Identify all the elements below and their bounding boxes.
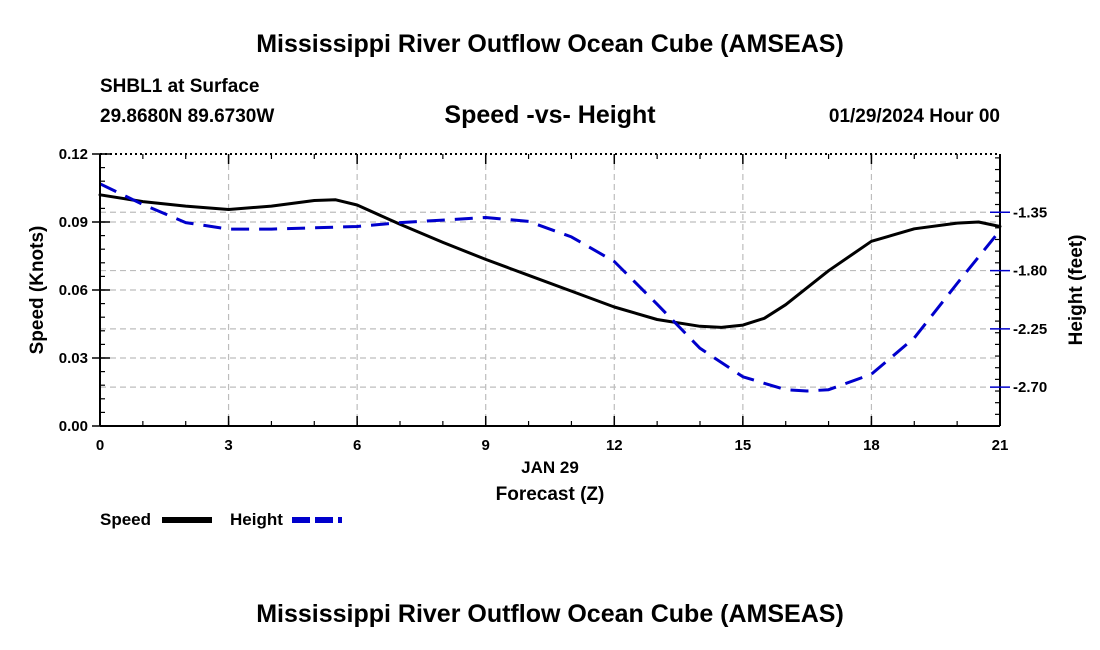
y-tick-label: 0.09 <box>59 214 88 231</box>
y-tick-label: 0.12 <box>59 146 88 163</box>
grid <box>100 154 1000 426</box>
x-tick-label: 3 <box>224 437 232 454</box>
y-axis-label: Speed (Knots) <box>27 226 48 355</box>
x-tick-label: 12 <box>606 437 623 454</box>
forecast-datetime: 01/29/2024 Hour 00 <box>828 106 1000 127</box>
legend: Speed Height <box>100 510 342 529</box>
x-axis-date-label: JAN 29 <box>521 458 579 477</box>
x-tick-label: 6 <box>353 437 361 454</box>
x-tick-label: 21 <box>992 437 1009 454</box>
y2-tick-label: -1.80 <box>1013 263 1047 280</box>
legend-label-height: Height <box>230 510 283 529</box>
x-tick-label: 15 <box>735 437 752 454</box>
y2-tick-label: -1.35 <box>1013 204 1047 221</box>
series-line-speed <box>98 193 1002 329</box>
station-coordinates: 29.8680N 89.6730W <box>100 106 275 127</box>
series-line-height <box>99 182 1002 393</box>
station-label: SHBL1 at Surface <box>100 76 260 97</box>
axes: 0 3 6 9 12 15 18 21 0.00 0.03 0.06 0.09 0.12 -1.35 -1.… <box>59 146 1047 454</box>
axis-labels: JAN 29 Forecast (Z) Speed (Knots) Height… <box>27 226 1087 505</box>
y2-tick-label: -2.70 <box>1013 379 1047 396</box>
x-axis-label: Forecast (Z) <box>496 484 605 505</box>
x-tick-label: 9 <box>482 437 490 454</box>
y-tick-label: 0.03 <box>59 350 88 367</box>
main-title: Mississippi River Outflow Ocean Cube (AM… <box>256 30 844 58</box>
y2-tick-label: -2.25 <box>1013 321 1047 338</box>
legend-label-speed: Speed <box>100 510 151 529</box>
chart-title: Speed -vs- Height <box>444 101 656 129</box>
x-tick-label: 0 <box>96 437 104 454</box>
x-tick-label: 18 <box>863 437 880 454</box>
y-tick-label: 0.00 <box>59 418 88 435</box>
footer-title: Mississippi River Outflow Ocean Cube (AM… <box>256 600 844 628</box>
y-tick-label: 0.06 <box>59 282 88 299</box>
y2-axis-label: Height (feet) <box>1066 235 1087 346</box>
series-layer <box>98 182 1002 393</box>
